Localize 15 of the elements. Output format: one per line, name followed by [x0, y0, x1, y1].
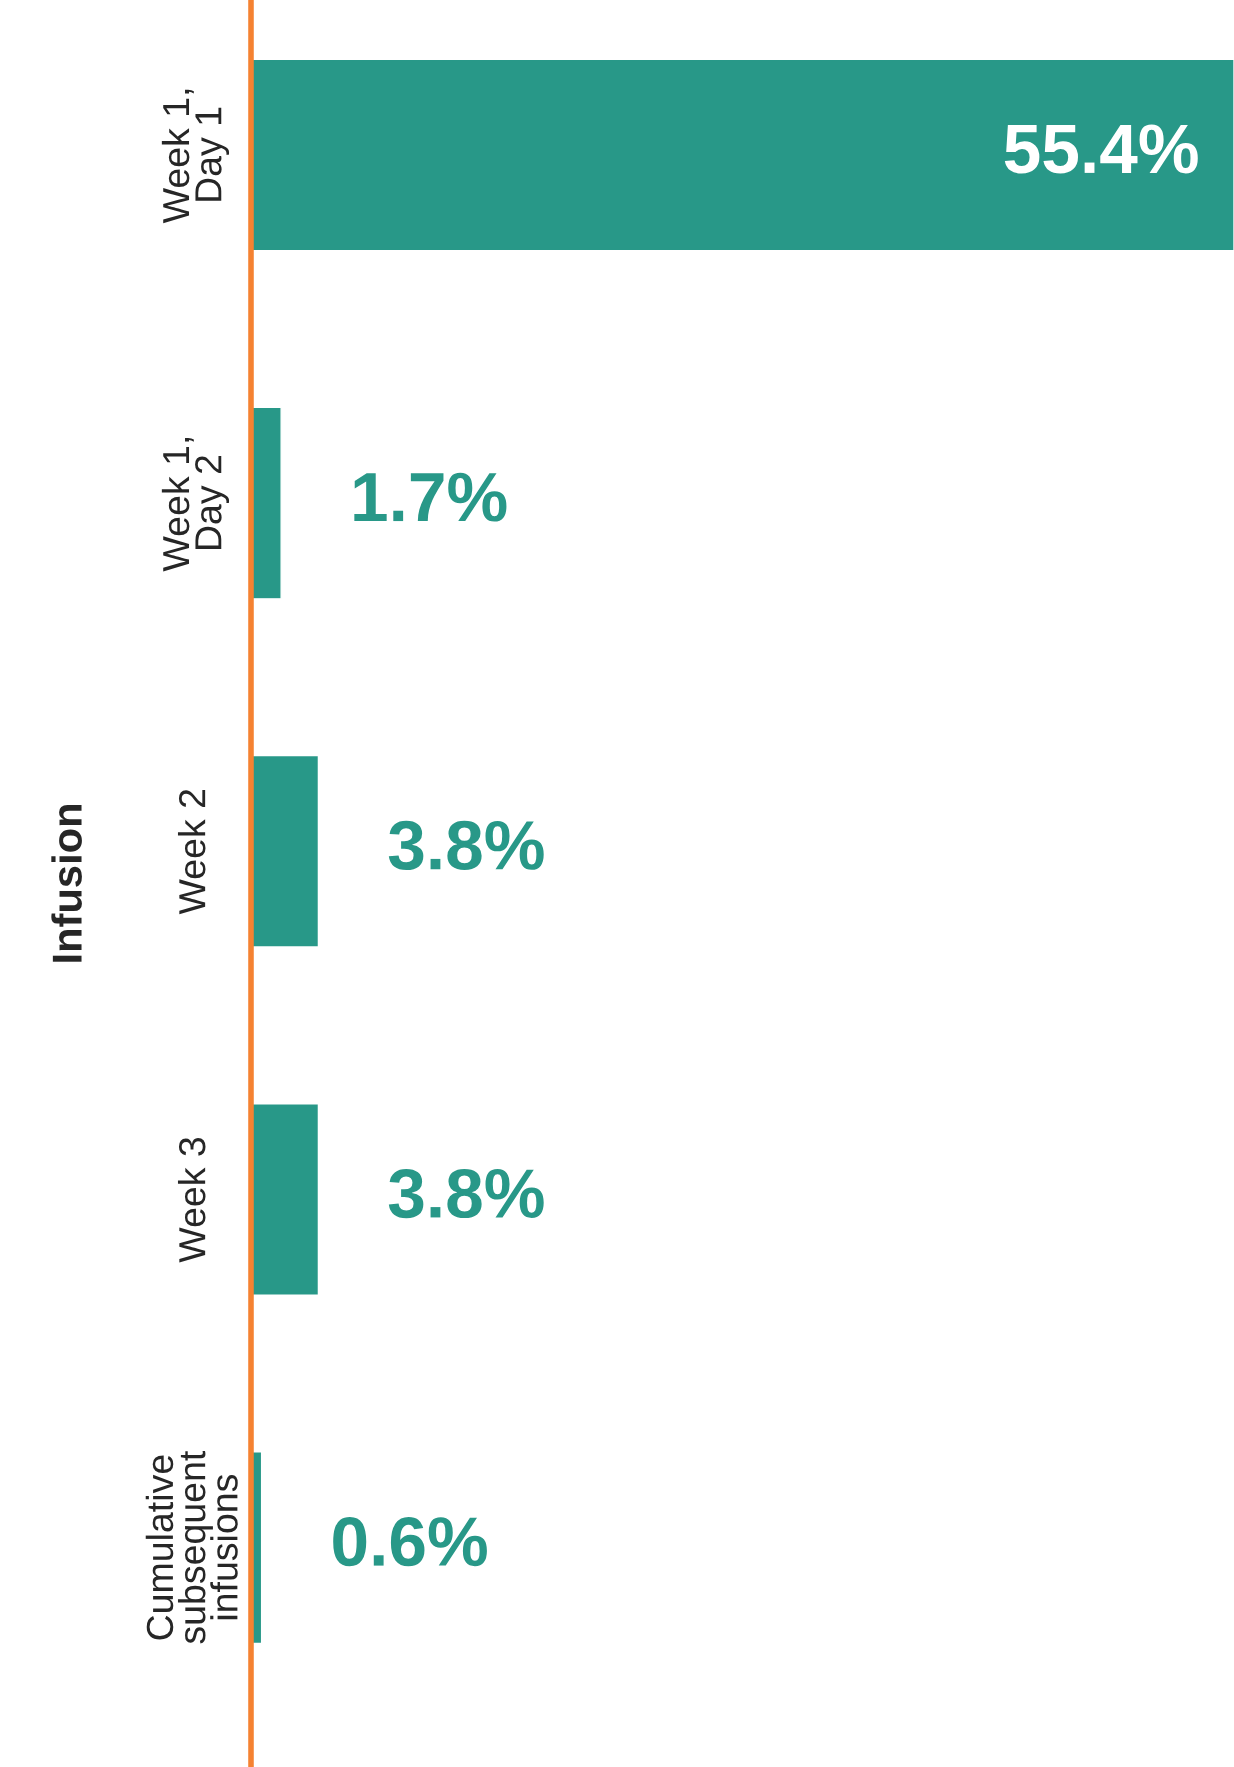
data-label: 1.7%	[354, 472, 507, 522]
bar	[251, 406, 282, 600]
y-tick-label: Week 2	[177, 789, 206, 915]
bar	[251, 1103, 320, 1296]
y-axis-title: Infusion	[51, 805, 82, 962]
data-label: 3.8%	[388, 1168, 544, 1219]
y-tick-label: Week 1, Day 1	[161, 89, 230, 224]
y-tick-label: Week 1, Day 2	[161, 438, 230, 572]
data-label: 0.6%	[333, 1517, 487, 1567]
y-tick-label: Cumulative subsequent infusions	[145, 1450, 238, 1644]
bar	[251, 58, 1234, 252]
data-label: 55.4%	[1004, 124, 1198, 174]
y-tick-label: Week 3	[177, 1137, 206, 1263]
bar	[251, 754, 320, 948]
data-label: 3.8%	[388, 820, 544, 871]
